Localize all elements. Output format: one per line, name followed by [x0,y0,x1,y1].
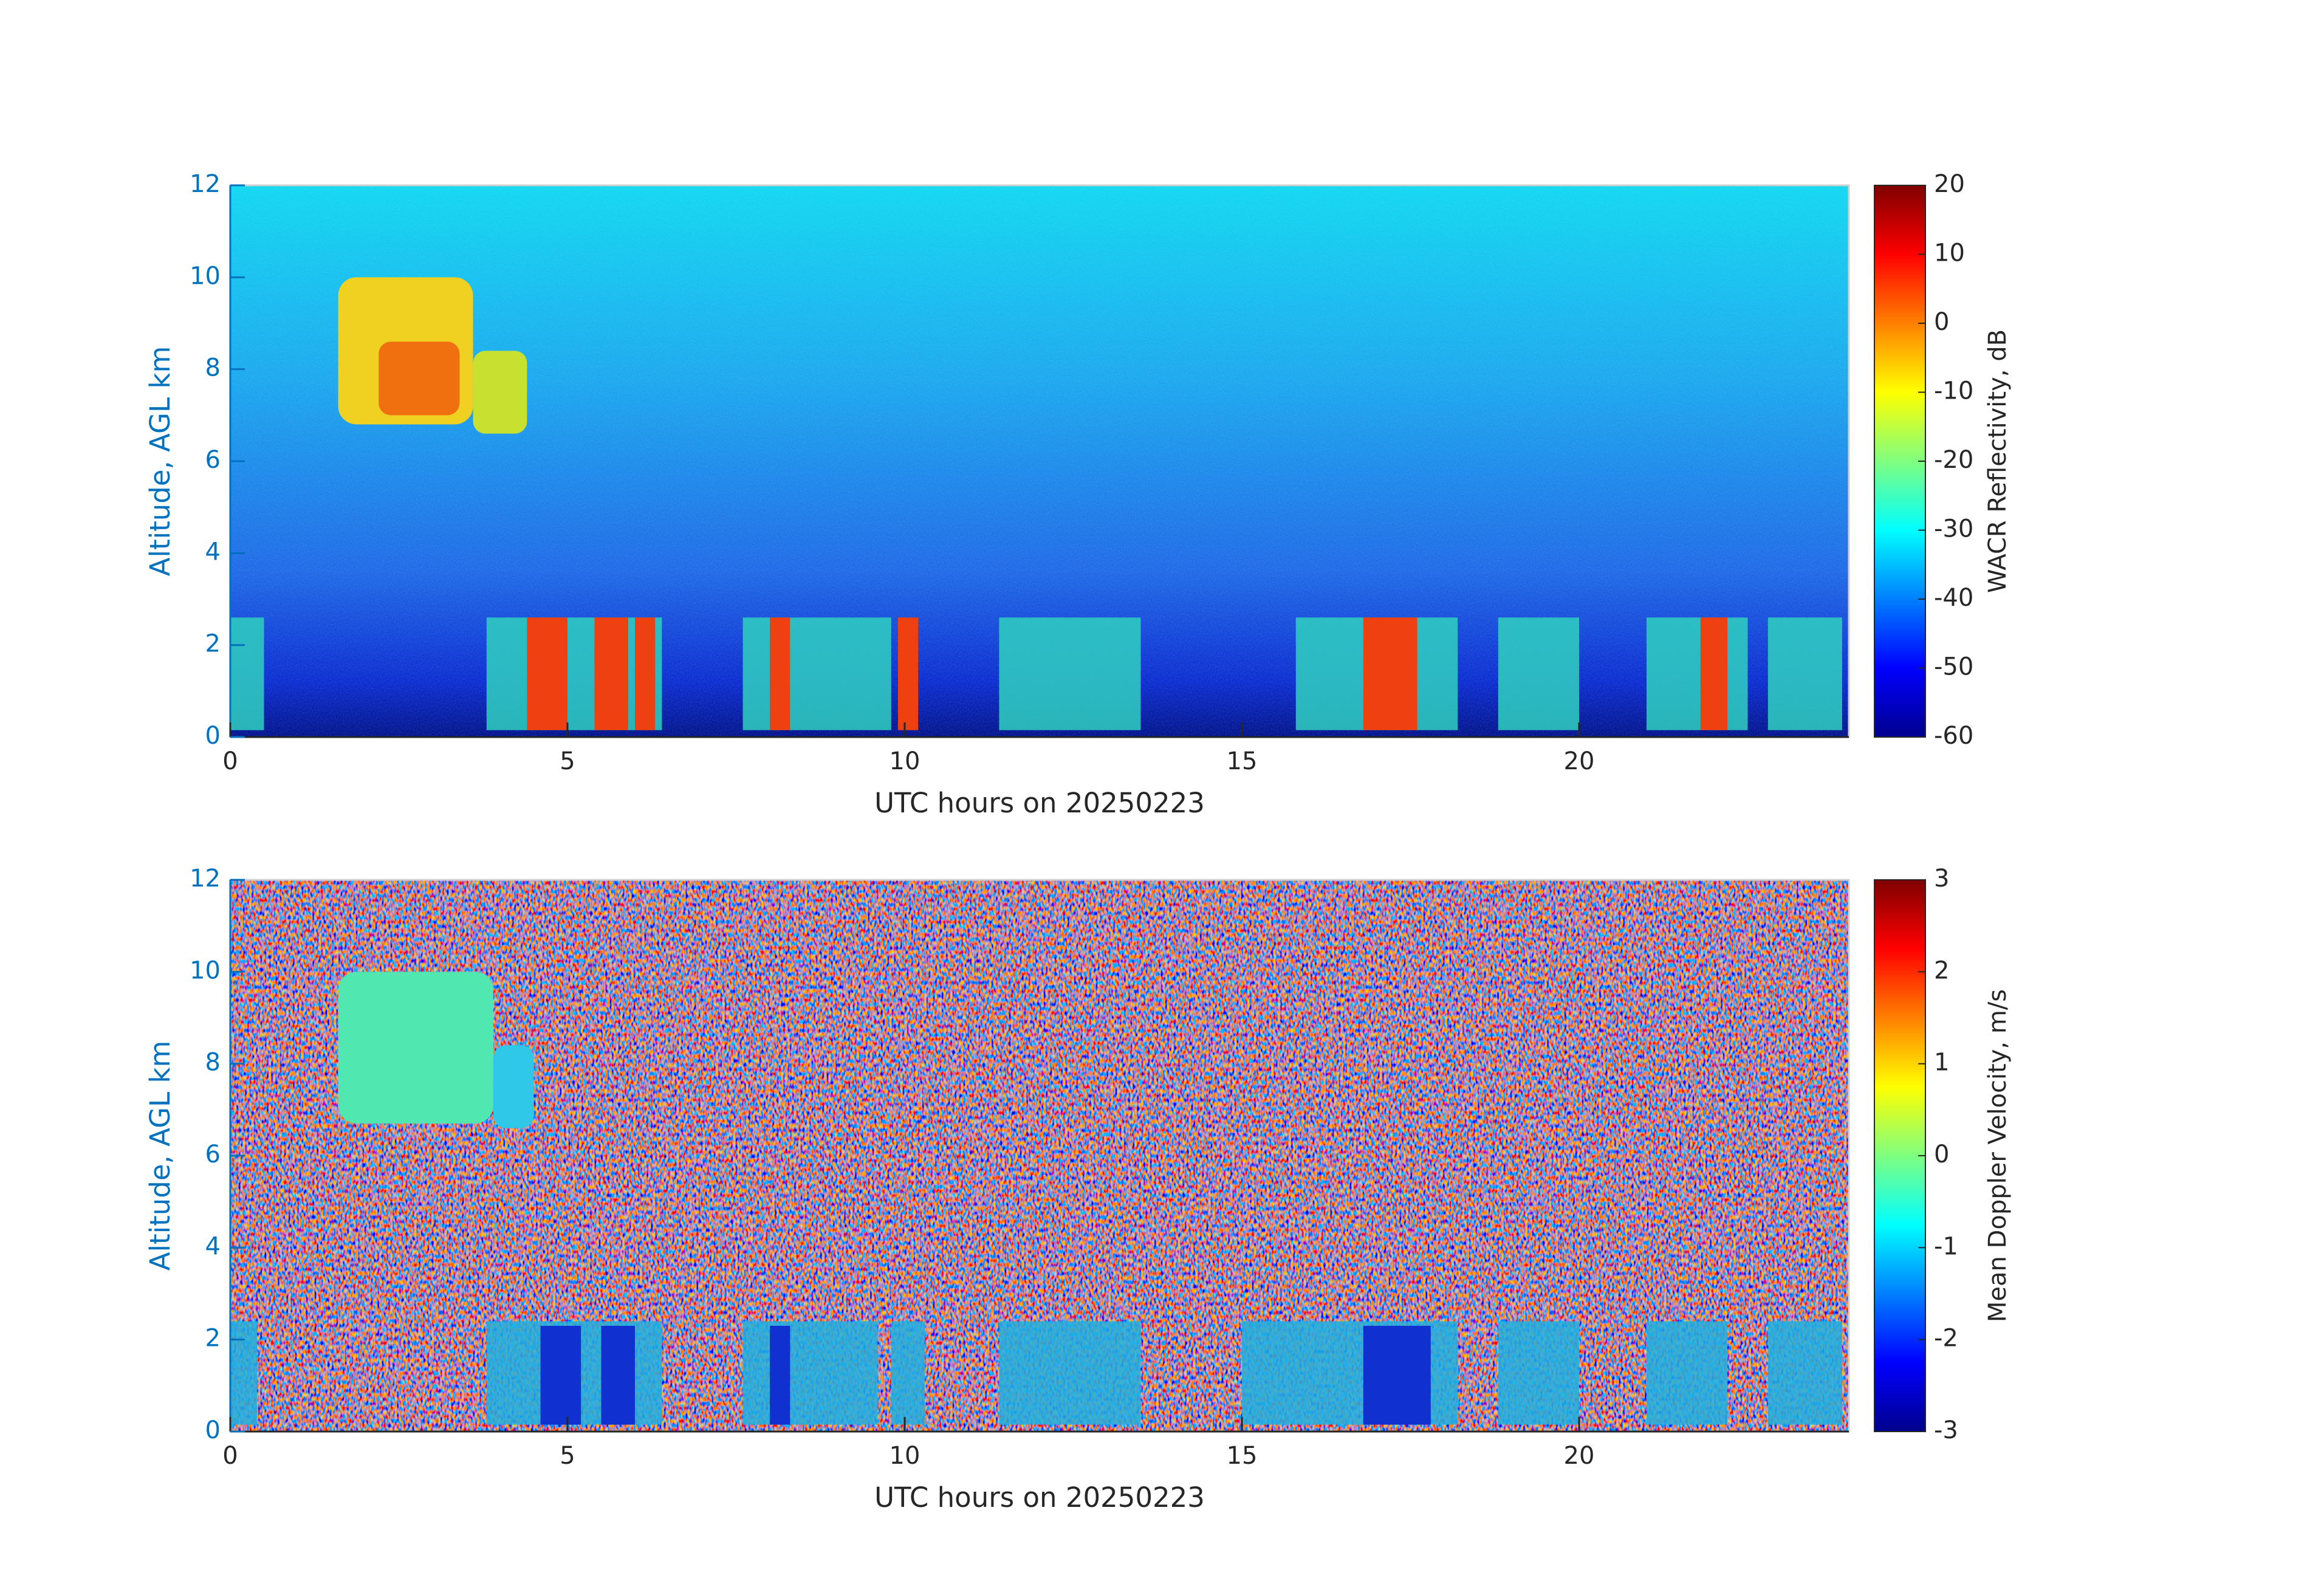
cloud-echo [770,617,790,730]
cloud-echo [742,617,891,730]
panel: 0 5 10 15 20 0 2 4 6 8 10 12 UTC hours on 20250223 Al… [144,170,2012,819]
cloud-echo [1700,617,1728,730]
cloud-echo [594,617,628,730]
cloud-velocity [742,1321,878,1425]
cloud-echo [473,351,527,434]
y-tick-label: 0 [205,722,221,750]
y-tick-label: 10 [190,956,221,984]
colorbar-tick-label: 3 [1934,865,1949,893]
y-tick-label: 6 [205,446,221,474]
x-tick-label: 15 [1227,747,1258,775]
cloud-velocity [230,1321,258,1425]
y-axis-label: Altitude, AGL km [144,346,176,577]
colorbar-tick-label: -3 [1934,1416,1958,1444]
cloud-echo [1647,617,1748,730]
cloud-echo [897,617,919,730]
y-tick-label: 0 [205,1416,221,1444]
y-tick-label: 4 [205,1232,221,1260]
colorbar-tick-label: -40 [1934,584,1973,612]
colorbar [1874,185,1926,738]
colorbar-tick-label: -2 [1934,1325,1958,1353]
y-tick-label: 8 [205,354,221,382]
x-tick-label: 5 [560,747,575,775]
x-axis-label: UTC hours on 20250223 [874,1481,1205,1514]
colorbar [1874,879,1926,1432]
cloud-velocity [891,1321,925,1425]
cloud-echo [527,617,567,730]
colorbar-tick-label: -10 [1934,377,1973,405]
cloud-echo [1498,617,1579,730]
x-tick-label: 0 [222,747,238,775]
cloud-echo [230,617,264,730]
x-tick-label: 15 [1227,1442,1258,1470]
y-tick-label: 12 [190,170,221,198]
cloud-velocity [770,1325,790,1425]
colorbar-tick-label: 10 [1934,239,1965,267]
colorbar-label: WACR Reflectivity, dB [1984,329,2012,593]
colorbar-tick-label: 0 [1934,308,1949,336]
y-tick-label: 12 [190,865,221,893]
x-axis-label: UTC hours on 20250223 [874,787,1205,819]
y-tick-label: 2 [205,1325,221,1353]
colorbar-tick-label: 20 [1934,170,1965,198]
cloud-velocity [540,1325,581,1425]
cloud-velocity [999,1321,1141,1425]
x-tick-label: 10 [889,1442,920,1470]
x-tick-label: 0 [222,1442,238,1470]
x-tick-label: 20 [1564,1442,1595,1470]
y-tick-label: 2 [205,630,221,658]
colorbar-tick-label: -60 [1934,722,1973,750]
cloud-velocity [1363,1325,1431,1425]
y-tick-label: 10 [190,262,221,290]
cloud-velocity [1647,1321,1728,1425]
cloud-velocity [601,1325,635,1425]
colorbar-tick-label: 0 [1934,1141,1949,1168]
y-axis-label: Altitude, AGL km [144,1041,176,1271]
colorbar-label: Mean Doppler Velocity, m/s [1984,989,2012,1322]
cloud-velocity [1767,1321,1842,1425]
y-tick-label: 6 [205,1141,221,1168]
y-tick-label: 8 [205,1049,221,1077]
cloud-velocity [338,972,493,1124]
x-tick-label: 5 [560,1442,575,1470]
cloud-echo [999,617,1141,730]
x-tick-label: 10 [889,747,920,775]
cloud-echo [1767,617,1842,730]
cloud-velocity [1498,1321,1579,1425]
colorbar-tick-label: 1 [1934,1049,1949,1077]
cloud-echo [635,617,656,730]
x-tick-label: 20 [1564,747,1595,775]
colorbar-tick-label: -1 [1934,1232,1958,1260]
colorbar-tick-label: -20 [1934,446,1973,474]
colorbar-tick-label: -50 [1934,653,1973,681]
cloud-velocity [493,1045,534,1128]
colorbar-tick-label: 2 [1934,956,1949,984]
cloud-echo [379,341,460,416]
colorbar-tick-label: -30 [1934,515,1973,543]
cloud-echo [486,617,662,730]
y-tick-label: 4 [205,538,221,566]
cloud-echo [1363,617,1417,730]
